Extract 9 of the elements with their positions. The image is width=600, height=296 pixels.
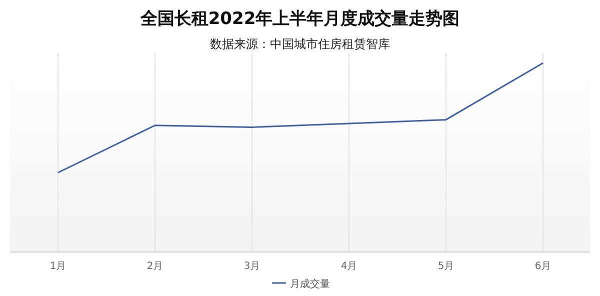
- x-tick-label: 2月: [146, 261, 164, 272]
- x-tick-label: 6月: [534, 261, 552, 272]
- chart-title: 全国长租2022年上半年月度成交量走势图: [139, 9, 460, 29]
- x-tick-label: 5月: [438, 261, 454, 272]
- x-tick-label: 4月: [340, 261, 358, 272]
- x-tick-label: 1月: [50, 261, 66, 272]
- legend-label: 月成交量: [290, 278, 330, 290]
- x-tick-label: 3月: [244, 261, 260, 272]
- chart-subtitle: 数据来源：中国城市住房租赁智库: [210, 37, 390, 51]
